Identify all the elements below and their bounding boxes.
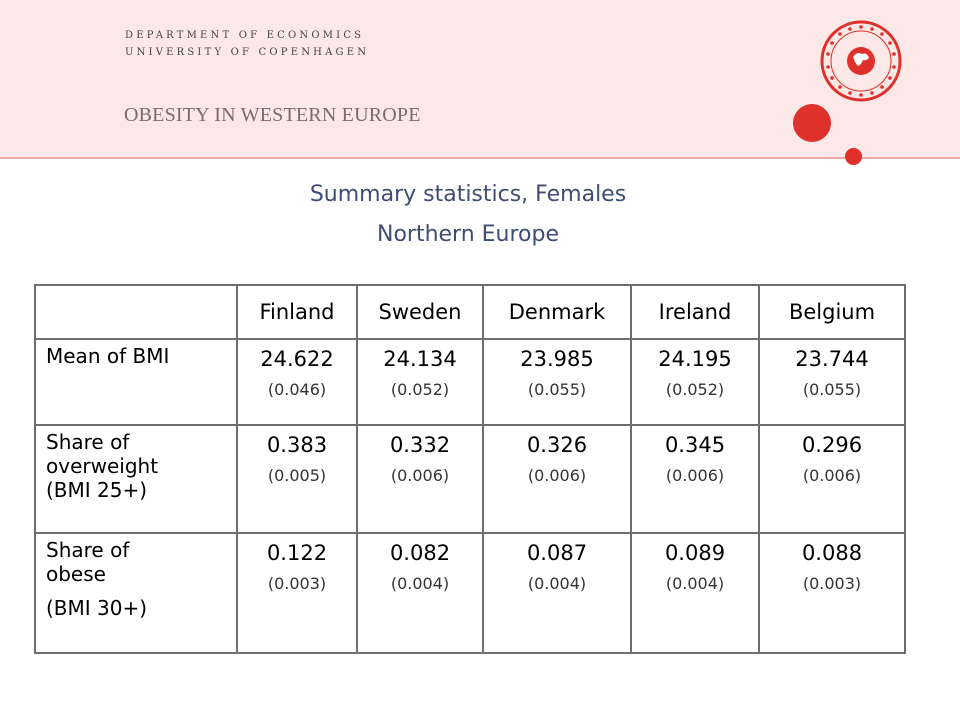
row-label-mean-bmi: Mean of BMI xyxy=(34,338,238,426)
summary-statistics-table: Finland Sweden Denmark Ireland Belgium M… xyxy=(34,284,906,654)
standard-error: (0.052) xyxy=(390,380,450,399)
estimate-value: 24.134 xyxy=(383,347,457,371)
standard-error: (0.004) xyxy=(665,574,725,593)
standard-error: (0.003) xyxy=(267,574,327,593)
standard-error: (0.046) xyxy=(267,380,327,399)
standard-error: (0.004) xyxy=(527,574,587,593)
row-label-line: (BMI 25+) xyxy=(46,478,148,502)
standard-error: (0.055) xyxy=(527,380,587,399)
table-cell: 0.082 (0.004) xyxy=(356,532,484,654)
estimate-value: 0.345 xyxy=(664,433,726,457)
estimate-value: 0.332 xyxy=(389,433,451,457)
header-band: DEPARTMENT OF ECONOMICS UNIVERSITY OF CO… xyxy=(0,0,960,159)
standard-error: (0.004) xyxy=(390,574,450,593)
estimate-value: 24.195 xyxy=(658,347,732,371)
row-label-obese: Share of obese (BMI 30+) xyxy=(34,532,238,654)
row-label-line: (BMI 30+) xyxy=(46,596,148,620)
table-corner-cell xyxy=(34,284,238,340)
decorative-dot-large xyxy=(793,104,831,142)
deck-title: OBESITY IN WESTERN EUROPE xyxy=(124,104,421,126)
table-cell: 23.744 (0.055) xyxy=(758,338,906,426)
standard-error: (0.005) xyxy=(267,466,327,485)
estimate-value: 0.296 xyxy=(801,433,863,457)
estimate-value: 0.089 xyxy=(664,541,726,565)
table-row-mean-bmi: Mean of BMI 24.622 (0.046) 24.134 (0.052) … xyxy=(34,338,906,426)
table-cell: 24.195 (0.052) xyxy=(630,338,760,426)
row-label-overweight: Share of overweight (BMI 25+) xyxy=(34,424,238,534)
estimate-value: 0.122 xyxy=(266,541,328,565)
standard-error: (0.006) xyxy=(527,466,587,485)
row-label-line: Share of xyxy=(46,538,130,562)
column-header-denmark: Denmark xyxy=(482,284,632,340)
estimate-value: 23.985 xyxy=(520,347,594,371)
estimate-value: 0.088 xyxy=(801,541,863,565)
institution-university: UNIVERSITY OF COPENHAGEN xyxy=(125,47,370,58)
slide-subtitle: Summary statistics, Females xyxy=(309,182,627,207)
table-cell: 23.985 (0.055) xyxy=(482,338,632,426)
table-cell: 0.345 (0.006) xyxy=(630,424,760,534)
table-cell: 0.087 (0.004) xyxy=(482,532,632,654)
standard-error: (0.006) xyxy=(665,466,725,485)
row-label-line: Share of xyxy=(46,430,130,454)
table-cell: 0.326 (0.006) xyxy=(482,424,632,534)
table-cell: 0.296 (0.006) xyxy=(758,424,906,534)
estimate-value: 0.326 xyxy=(526,433,588,457)
institution-department: DEPARTMENT OF ECONOMICS xyxy=(125,30,365,41)
university-seal-logo xyxy=(820,20,902,102)
table-cell: 0.122 (0.003) xyxy=(236,532,358,654)
table-header-row: Finland Sweden Denmark Ireland Belgium xyxy=(34,284,906,340)
estimate-value: 0.087 xyxy=(526,541,588,565)
table-row-obese: Share of obese (BMI 30+) 0.122 (0.003) 0.… xyxy=(34,532,906,654)
table-row-overweight: Share of overweight (BMI 25+) 0.383 (0.00… xyxy=(34,424,906,534)
row-label-line: overweight xyxy=(46,454,159,478)
table-cell: 24.134 (0.052) xyxy=(356,338,484,426)
slide-region: Northern Europe xyxy=(376,222,560,247)
table-cell: 24.622 (0.046) xyxy=(236,338,358,426)
column-header-ireland: Ireland xyxy=(630,284,760,340)
standard-error: (0.055) xyxy=(802,380,862,399)
table-cell: 0.332 (0.006) xyxy=(356,424,484,534)
estimate-value: 24.622 xyxy=(260,347,334,371)
table-cell: 0.089 (0.004) xyxy=(630,532,760,654)
estimate-value: 23.744 xyxy=(795,347,869,371)
estimate-value: 0.082 xyxy=(389,541,451,565)
estimate-value: 0.383 xyxy=(266,433,328,457)
standard-error: (0.052) xyxy=(665,380,725,399)
column-header-belgium: Belgium xyxy=(758,284,906,340)
table-cell: 0.088 (0.003) xyxy=(758,532,906,654)
standard-error: (0.006) xyxy=(802,466,862,485)
decorative-dot-small xyxy=(845,148,862,165)
table-cell: 0.383 (0.005) xyxy=(236,424,358,534)
column-header-finland: Finland xyxy=(236,284,358,340)
standard-error: (0.006) xyxy=(390,466,450,485)
column-header-sweden: Sweden xyxy=(356,284,484,340)
row-label-line: obese xyxy=(46,562,106,586)
standard-error: (0.003) xyxy=(802,574,862,593)
